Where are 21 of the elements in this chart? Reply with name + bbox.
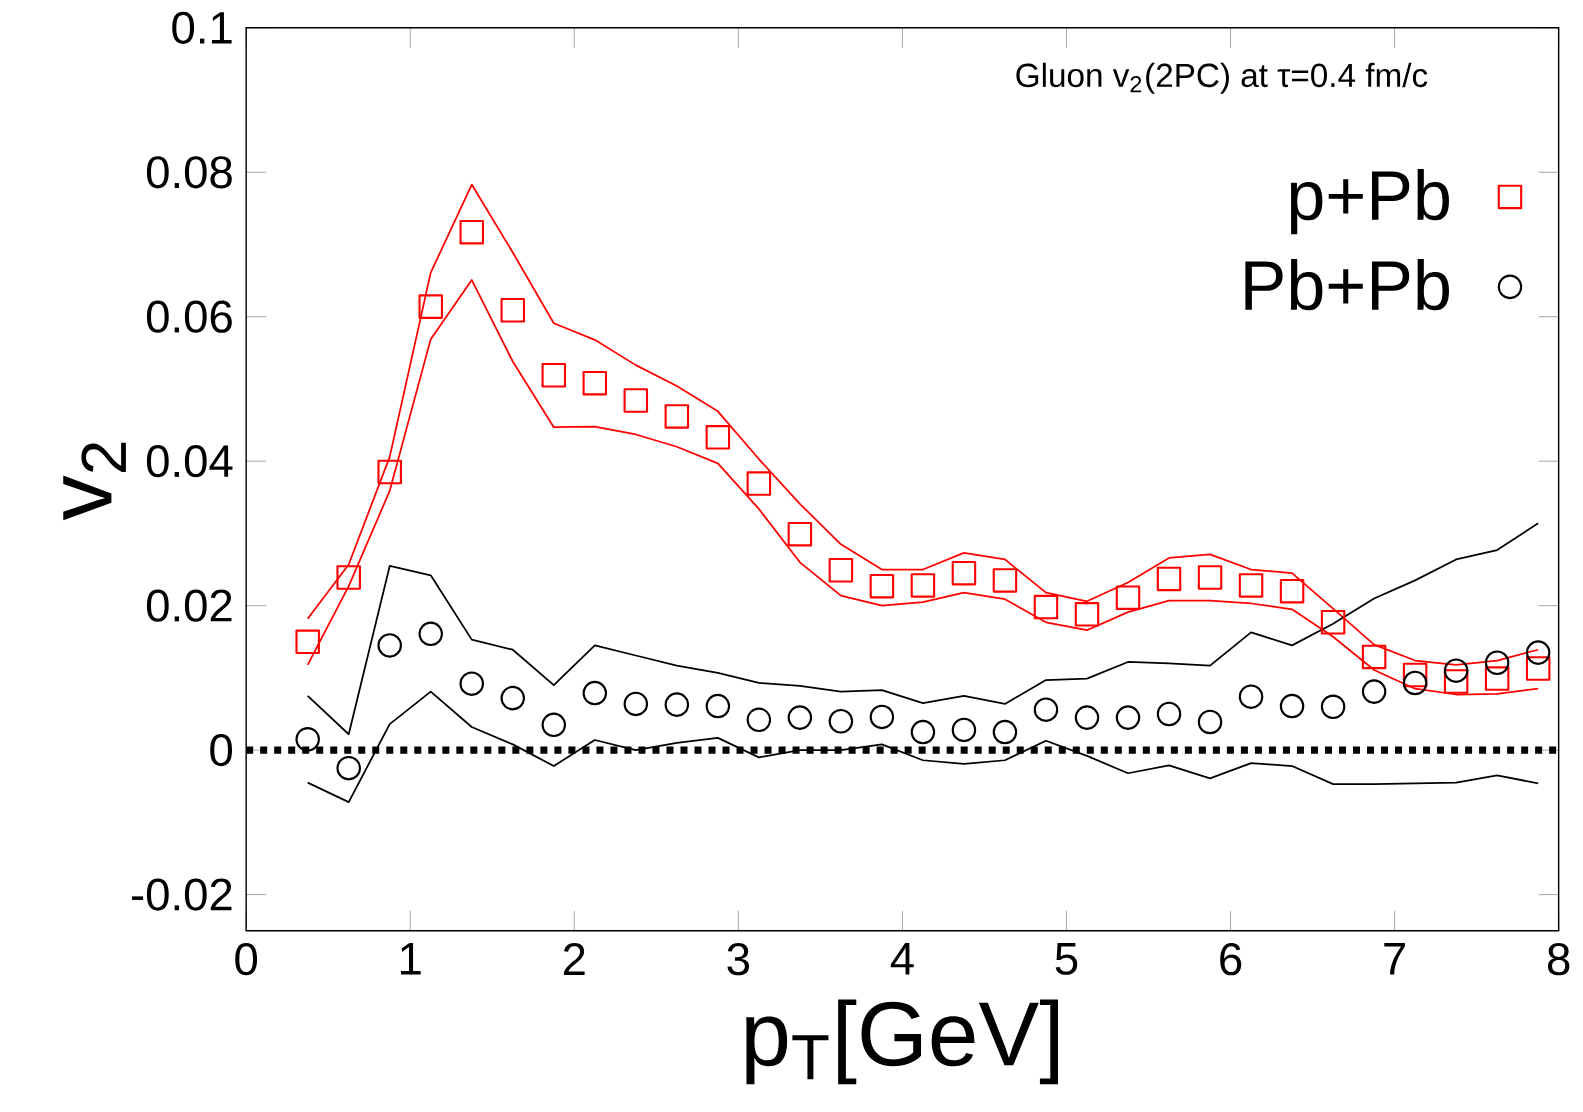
x-tick-label: 4	[890, 943, 914, 975]
y-tick-label: 0.04	[146, 445, 233, 478]
annotation: Gluon v$_{2}$(2PC) at τ=0.4 fm/c	[1016, 62, 1428, 94]
y-tick-label: 0.06	[146, 300, 232, 333]
x-tick-label: 8	[1547, 943, 1570, 976]
y-tick-label: 0.02	[146, 589, 232, 622]
x-tick-label: 3	[727, 943, 750, 976]
y-axis-title: v$_{2}$	[63, 442, 126, 521]
legend-label: p+Pb	[1290, 168, 1449, 235]
x-tick-label: 2	[563, 943, 585, 975]
x-tick-label: 5	[1055, 943, 1078, 975]
x-tick-label: 7	[1384, 943, 1405, 975]
y-tick-label: 0.1	[172, 11, 232, 44]
y-tick-label: -0.02	[132, 878, 232, 911]
x-axis-title: p$_{T}$[GeV]	[746, 999, 1058, 1085]
x-tick-label: 1	[401, 943, 421, 975]
y-tick-label: 0.08	[146, 156, 232, 189]
x-tick-label: 0	[235, 943, 258, 976]
legend-label: Pb+Pb	[1245, 258, 1449, 311]
x-tick-label: 6	[1220, 943, 1242, 976]
y-tick-label: 0	[210, 733, 233, 767]
